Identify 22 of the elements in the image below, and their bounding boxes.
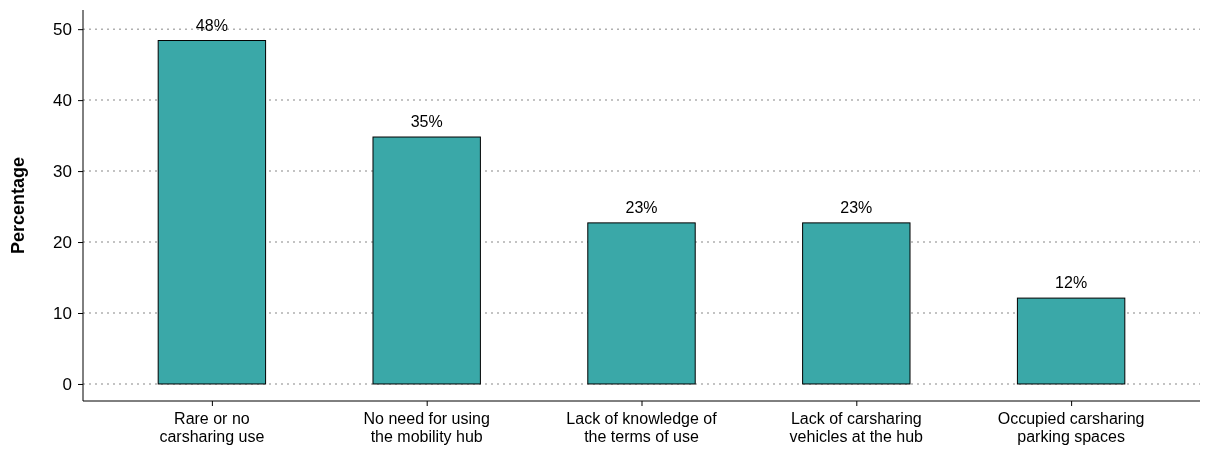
bar [372,136,481,385]
data-label: 23% [840,198,873,216]
bar [157,40,267,385]
bar [1016,297,1126,385]
data-label: 12% [1055,274,1088,292]
bar [802,222,911,385]
bar [587,222,696,385]
x-tick-label: Lack of carsharing vehicles at the hub [789,410,924,445]
data-label: 23% [625,198,658,216]
data-label: 48% [195,16,228,34]
data-label: 35% [410,113,443,131]
y-axis-title: Percentage [8,156,28,255]
y-tick-label: 50 [53,20,72,40]
y-tick-label: 10 [53,303,72,323]
y-tick-label: 20 [53,232,72,252]
y-tick-label: 30 [53,162,72,182]
x-tick-label: Occupied carsharing parking spaces [997,410,1145,445]
x-tick-label: Lack of knowledge of the terms of use [566,410,718,445]
y-tick-label: 40 [53,91,72,111]
x-tick-label: Rare or no carsharing use [159,410,265,445]
y-tick-label: 0 [62,374,72,394]
x-tick-label: No need for using the mobility hub [363,410,490,445]
